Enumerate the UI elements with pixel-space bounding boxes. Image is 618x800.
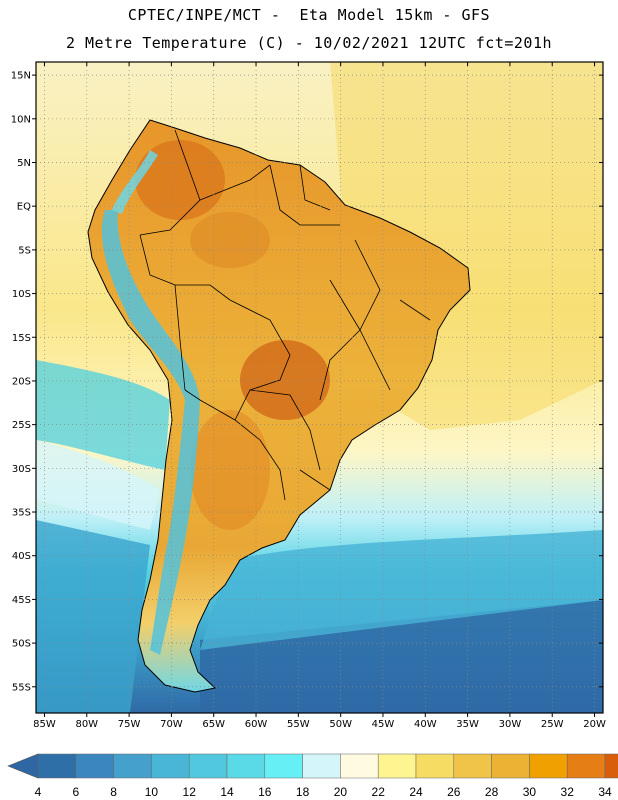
colorbar-swatch <box>75 753 114 779</box>
lat-tick-label: 5N <box>17 158 31 169</box>
south-pacific-cold <box>36 520 150 713</box>
colorbar-label: 32 <box>561 785 575 799</box>
colorbar-label: 18 <box>296 785 310 799</box>
lat-tick-label: 50S <box>12 639 31 650</box>
colorbar-label: 24 <box>409 785 423 799</box>
lat-tick-label: 55S <box>12 682 31 693</box>
tick-labels: 85W 80W 75W 70W 65W 60W 55W 50W 45W 40W 35W 30W 25W 2… <box>11 71 606 730</box>
graticule <box>36 62 603 713</box>
lon-tick-label: 65W <box>202 719 225 730</box>
hot-core-argentina <box>190 410 270 530</box>
lat-tick-label: 15N <box>11 71 31 82</box>
colorbar-swatch <box>453 753 492 779</box>
country-borders <box>139 129 431 501</box>
lat-tick-label: 45S <box>12 595 31 606</box>
lat-tick-label: 35S <box>12 508 31 519</box>
colorbar-low-arrow <box>7 753 39 779</box>
colorbar-swatch <box>264 753 303 779</box>
hot-core-chaco <box>240 340 330 420</box>
colorbar-label: 10 <box>145 785 159 799</box>
colorbar-label: 8 <box>110 785 117 799</box>
tick-marks <box>32 62 603 717</box>
colorbar-swatch <box>302 753 341 779</box>
pacific-light-band <box>36 440 160 530</box>
colorbar-swatch <box>188 753 228 779</box>
andes-cool-strip <box>101 210 200 655</box>
lon-tick-label: 85W <box>33 719 56 730</box>
colorbar-label: 30 <box>523 785 537 799</box>
lon-tick-label: 40W <box>414 719 437 730</box>
chart-title: CPTEC/INPE/MCT - Eta Model 15km - GFS <box>127 6 491 24</box>
colorbar-label: 16 <box>258 785 272 799</box>
cool-pacific-region <box>36 360 170 470</box>
colorbar-swatch <box>340 753 379 779</box>
lon-tick-label: 60W <box>245 719 268 730</box>
colorbar-swatch <box>415 753 455 779</box>
lat-tick-label: 40S <box>12 551 31 562</box>
colorbar-label: 6 <box>72 785 79 799</box>
colorbar-label: 14 <box>220 785 234 799</box>
lat-tick-label: 30S <box>12 464 31 475</box>
colorbar-swatch <box>37 753 77 779</box>
lon-tick-label: 55W <box>287 719 310 730</box>
colorbar-swatch <box>113 753 152 779</box>
lat-tick-label: EQ <box>17 202 31 213</box>
colorbar-swatch <box>377 753 417 779</box>
colorbar-swatch <box>491 753 530 779</box>
chart-subtitle: 2 Metre Temperature (C) - 10/02/2021 12U… <box>65 34 553 52</box>
colorbar-swatch <box>226 753 266 779</box>
south-atlantic-cool <box>200 530 603 650</box>
colorbar: 468101214161820222426283032343638 <box>7 753 618 799</box>
lat-tick-label: 20S <box>12 376 31 387</box>
lat-tick-label: 5S <box>18 245 31 256</box>
lat-tick-label: 10N <box>11 114 31 125</box>
colorbar-label: 28 <box>485 785 499 799</box>
lon-tick-label: 80W <box>75 719 98 730</box>
hot-core-north <box>135 140 225 220</box>
lat-tick-label: 25S <box>12 420 31 431</box>
lon-tick-label: 45W <box>372 719 395 730</box>
lon-tick-label: 70W <box>160 719 183 730</box>
colorbar-swatch <box>151 753 190 779</box>
colorbar-swatch <box>566 753 606 779</box>
colorbar-swatch <box>604 753 618 779</box>
colorbar-label: 20 <box>334 785 348 799</box>
lon-tick-label: 25W <box>541 719 564 730</box>
colorbar-label: 4 <box>35 785 42 799</box>
lon-tick-label: 30W <box>499 719 522 730</box>
lon-tick-label: 50W <box>329 719 352 730</box>
south-atlantic-cold <box>200 600 603 713</box>
colorbar-swatch <box>529 753 568 779</box>
colorbar-label: 12 <box>183 785 197 799</box>
map-frame <box>35 61 604 714</box>
colorbar-label: 22 <box>372 785 386 799</box>
lon-tick-label: 20W <box>583 719 606 730</box>
colorbar-label: 34 <box>598 785 612 799</box>
andes-north-strip <box>112 150 158 214</box>
colorbar-label: 26 <box>447 785 461 799</box>
lat-tick-label: 15S <box>12 333 31 344</box>
lon-tick-label: 75W <box>118 719 141 730</box>
lat-tick-label: 10S <box>12 289 31 300</box>
lon-tick-label: 35W <box>456 719 479 730</box>
hot-core-amazon <box>190 212 270 268</box>
